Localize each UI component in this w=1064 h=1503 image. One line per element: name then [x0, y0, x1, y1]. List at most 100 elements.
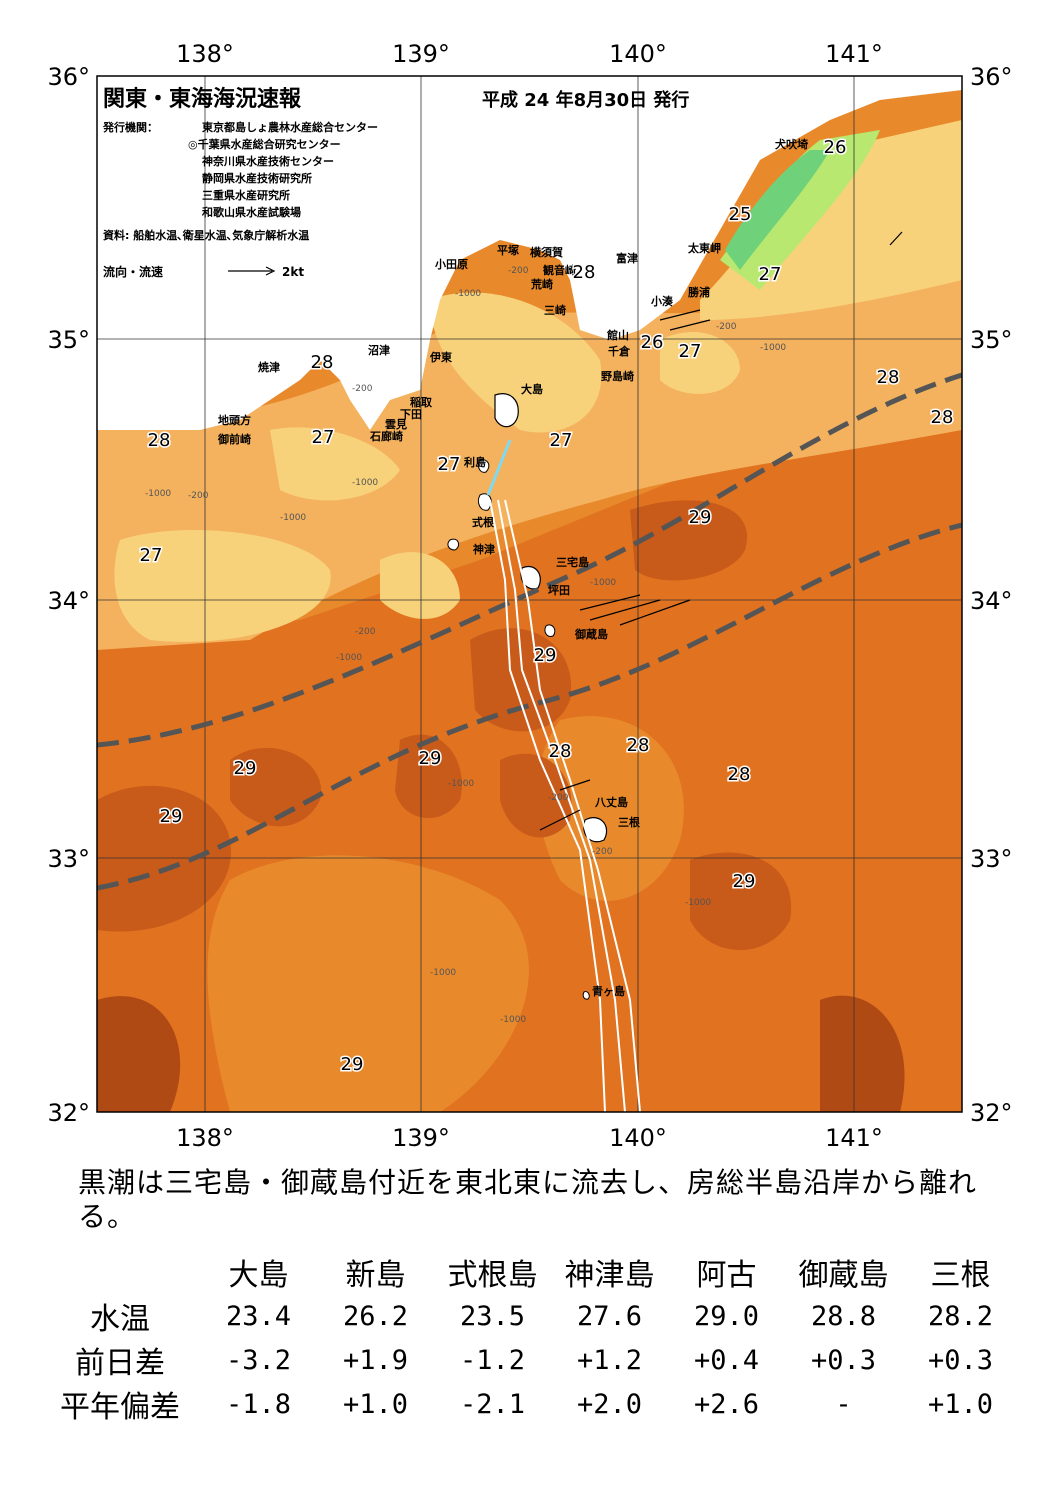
place-label: 大島 [521, 382, 543, 396]
issuers-label: 発行機関： [102, 120, 158, 134]
issuer: 和歌山県水産試験場 [202, 205, 301, 219]
lat-label: 32° [47, 1099, 90, 1127]
table-cell: +2.0 [576, 1388, 643, 1420]
isotherm-label: 28 [573, 262, 596, 283]
lon-label: 141° [825, 1124, 883, 1152]
table-corner [40, 1250, 200, 1294]
graticule [97, 76, 962, 1112]
place-label: 八丈島 [594, 795, 628, 809]
issuer-list: 東京都島しょ農林水産総合センター ◎千葉県水産総合研究センター 神奈川県水産技術… [188, 120, 378, 219]
depth-contour-label: -200 [352, 384, 373, 394]
row-label: 前日差 [75, 1346, 165, 1381]
current-arrows [539, 231, 903, 831]
depth-contour-label: -200 [355, 627, 376, 637]
lon-label: 140° [609, 1124, 667, 1152]
table-cell: -1.2 [459, 1344, 526, 1376]
place-label: 館山 [606, 328, 629, 342]
place-label: 荒崎 [530, 277, 553, 291]
lon-label: 141° [825, 40, 883, 68]
table-cell: 23.5 [459, 1300, 526, 1332]
isotherm-label: 26 [641, 332, 664, 353]
table-cell: -1.8 [225, 1388, 292, 1420]
current-legend-label: 流向・流速 [103, 264, 163, 279]
issuer: 静岡県水産技術研究所 [202, 171, 312, 185]
axis-labels: 138° 139° 140° 141° 138° 139° 140° 141° … [47, 40, 1012, 1152]
issuer: 神奈川県水産技術センター [202, 154, 334, 168]
lat-label: 35° [970, 326, 1013, 354]
place-label: 下田 [400, 408, 422, 421]
lon-label: 139° [392, 40, 450, 68]
isotherm-label: 25 [729, 204, 752, 225]
isotherm-label: 28 [877, 367, 900, 388]
table-cell: +2.6 [693, 1388, 760, 1420]
table-cell: +1.0 [342, 1388, 409, 1420]
depth-contour-label: -1000 [145, 489, 171, 499]
depth-labels: -200 -1000 -200 -1000 -200 -1000 -1000 -200 -100… [145, 266, 786, 1025]
place-label: 勝浦 [688, 285, 710, 299]
column-header: 大島 [228, 1258, 289, 1293]
table-cell: +0.3 [810, 1344, 877, 1376]
place-label: 千倉 [608, 344, 631, 358]
isotherm-label: 27 [759, 264, 782, 285]
current-legend-scale: 2kt [282, 265, 304, 279]
isotherm-label: 27 [140, 545, 163, 566]
isotherm-labels: 26 25 27 28 28 26 27 28 28 28 27 27 27 27 29 29 29 29 29 28… [138, 136, 955, 1077]
column-header: 三根 [930, 1258, 991, 1293]
issuer: ◎千葉県水産総合研究センター [188, 137, 341, 151]
isotherm-label: 27 [438, 454, 461, 475]
table-cell: 28.8 [810, 1300, 877, 1332]
lon-label: 138° [176, 40, 234, 68]
table-row: 前日差 -3.2 +1.9 -1.2 +1.2 +0.4 +0.3 +0.3 [40, 1338, 1019, 1382]
lon-label: 139° [392, 1124, 450, 1152]
isotherm-label: 28 [627, 735, 650, 756]
place-label: 犬吠埼 [775, 137, 808, 151]
depth-contour-label: -1000 [448, 779, 474, 789]
place-label: 式根 [472, 515, 495, 529]
isotherm-label: 29 [419, 748, 442, 769]
column-header: 阿古 [696, 1258, 757, 1293]
place-label: 焼津 [258, 360, 280, 374]
isotherm-label: 27 [679, 341, 702, 362]
sources-note: 資料: 船舶水温､衛星水温､気象庁解析水温 [103, 228, 309, 242]
place-label: 青ヶ島 [592, 984, 625, 998]
place-label: 小田原 [434, 257, 468, 271]
table-cell: +0.4 [693, 1344, 760, 1376]
isotherm-label: 29 [689, 507, 712, 528]
depth-contour-label: -1000 [590, 578, 616, 588]
lat-label: 34° [47, 587, 90, 615]
place-label: 三崎 [544, 303, 566, 317]
sea-temperature-map: 関東・東海海況速報 平成 24 年8月30日 発行 発行機関： 東京都島しょ農林… [47, 40, 1012, 1152]
map-title: 関東・東海海況速報 [103, 86, 302, 112]
place-label: 坪田 [548, 584, 570, 597]
place-label: 観音崎 [543, 263, 576, 277]
row-label: 水温 [90, 1302, 150, 1337]
place-label: 雲見 [385, 418, 407, 431]
place-label: 富津 [616, 251, 638, 265]
place-label: 小湊 [650, 294, 673, 308]
row-label: 平年偏差 [60, 1390, 180, 1425]
column-header: 新島 [345, 1258, 406, 1293]
place-label: 太東岬 [687, 241, 721, 255]
lat-label: 32° [970, 1099, 1013, 1127]
depth-contour-label: -200 [548, 793, 569, 803]
isotherm-label: 28 [931, 407, 954, 428]
table-row: 水温 23.4 26.2 23.5 27.6 29.0 28.8 28.2 [40, 1294, 1019, 1338]
place-label: 石廊崎 [369, 429, 403, 443]
depth-contour-label: -200 [592, 847, 613, 857]
depth-contour-label: -1000 [685, 898, 711, 908]
place-label: 平塚 [497, 243, 519, 257]
table-header-row: 大島 新島 式根島 神津島 阿古 御蔵島 三根 [40, 1250, 1019, 1294]
place-label: 御蔵島 [574, 627, 608, 641]
depth-contour-label: -1000 [336, 653, 362, 663]
isotherm-label: 27 [312, 427, 335, 448]
place-label: 伊東 [429, 350, 453, 364]
summary-text: 黒潮は三宅島・御蔵島付近を東北東に流去し、房総半島沿岸から離れる。 [78, 1166, 978, 1233]
place-label: 三根 [618, 815, 641, 829]
temperature-field [97, 76, 962, 1112]
place-label: 御前崎 [217, 432, 251, 446]
station-temperature-table: 大島 新島 式根島 神津島 阿古 御蔵島 三根 水温 23.4 26.2 23.… [40, 1250, 1019, 1426]
isotherm-label: 29 [733, 871, 756, 892]
arrowhead-icon [265, 266, 276, 276]
lat-label: 35° [47, 326, 90, 354]
